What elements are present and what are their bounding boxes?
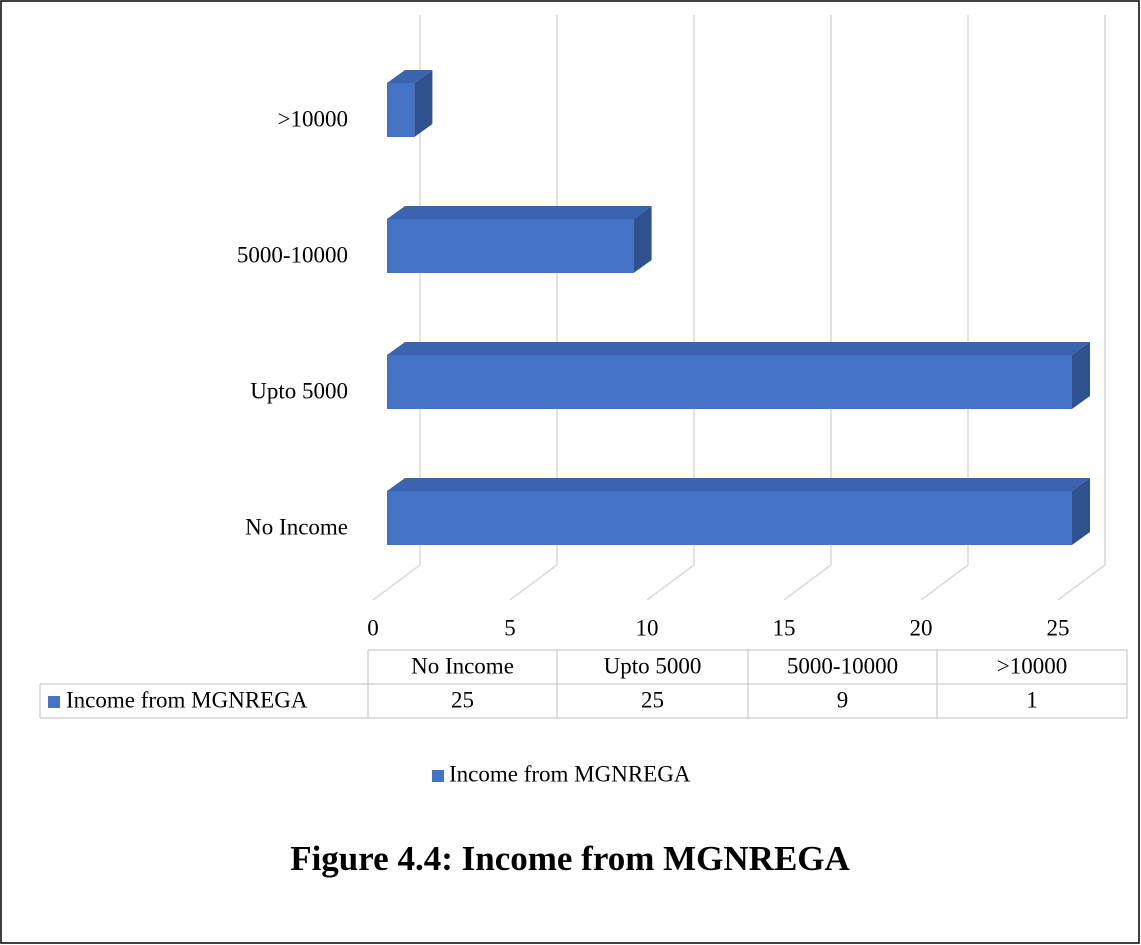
table-header: >10000 xyxy=(997,653,1067,678)
x-tick-label: 5 xyxy=(504,615,516,640)
legend-key xyxy=(432,770,444,782)
table-value: 25 xyxy=(451,687,474,712)
grid-line xyxy=(646,15,695,601)
y-tick-label: >10000 xyxy=(278,106,348,131)
bar-side xyxy=(1072,342,1090,409)
table-header: 5000-10000 xyxy=(787,653,898,678)
table-value: 1 xyxy=(1026,687,1038,712)
x-tick-label: 20 xyxy=(910,615,933,640)
grid-line xyxy=(372,15,421,601)
bar-side xyxy=(1072,478,1090,545)
table-series-name: Income from MGNREGA xyxy=(66,687,308,712)
legend-label: Income from MGNREGA xyxy=(449,761,691,786)
bar-top xyxy=(387,206,652,219)
x-tick-label: 10 xyxy=(636,615,659,640)
x-tick-label: 25 xyxy=(1047,615,1070,640)
bar-top xyxy=(387,478,1090,491)
bar-top xyxy=(387,342,1090,355)
bar xyxy=(387,491,1072,545)
grid-line xyxy=(509,15,558,601)
bar-side xyxy=(414,70,433,137)
bar xyxy=(387,355,1072,409)
table-value: 25 xyxy=(641,687,664,712)
y-tick-label: 5000-10000 xyxy=(237,242,348,267)
grid-line xyxy=(783,15,832,601)
y-tick-label: No Income xyxy=(245,514,348,539)
x-tick-label: 0 xyxy=(367,615,379,640)
grid-line xyxy=(920,15,969,601)
table-header: Upto 5000 xyxy=(604,653,702,678)
grid-line xyxy=(1057,15,1106,601)
table-legend-key xyxy=(48,696,60,708)
table-header: No Income xyxy=(411,653,514,678)
bar-top xyxy=(387,70,433,83)
chart-title: Figure 4.4: Income from MGNREGA xyxy=(290,839,850,878)
bar-side xyxy=(633,206,652,273)
bar xyxy=(387,219,634,273)
bar xyxy=(387,83,415,137)
y-tick-label: Upto 5000 xyxy=(250,378,348,403)
x-tick-label: 15 xyxy=(773,615,796,640)
table-value: 9 xyxy=(837,687,849,712)
